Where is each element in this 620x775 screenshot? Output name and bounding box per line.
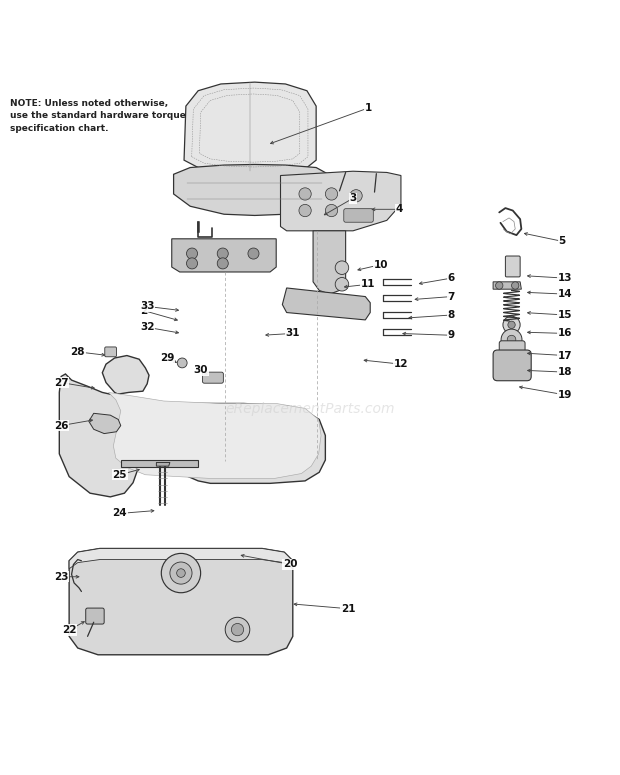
Text: 26: 26 bbox=[54, 421, 68, 431]
Circle shape bbox=[350, 190, 362, 202]
Text: 22: 22 bbox=[62, 625, 76, 636]
Text: 1: 1 bbox=[365, 103, 372, 113]
FancyBboxPatch shape bbox=[203, 372, 223, 383]
Text: 3: 3 bbox=[350, 193, 356, 203]
Circle shape bbox=[187, 248, 198, 259]
Polygon shape bbox=[69, 549, 293, 655]
Text: 27: 27 bbox=[54, 377, 68, 388]
Circle shape bbox=[217, 248, 228, 259]
Text: 31: 31 bbox=[286, 329, 300, 339]
Circle shape bbox=[508, 321, 515, 329]
Circle shape bbox=[161, 553, 201, 593]
FancyBboxPatch shape bbox=[493, 350, 531, 381]
Circle shape bbox=[217, 258, 228, 269]
FancyBboxPatch shape bbox=[86, 608, 104, 624]
Circle shape bbox=[170, 562, 192, 584]
Polygon shape bbox=[69, 549, 293, 569]
Polygon shape bbox=[108, 392, 321, 478]
Text: 10: 10 bbox=[373, 260, 388, 270]
Circle shape bbox=[326, 205, 338, 217]
Text: 6: 6 bbox=[448, 273, 455, 283]
Polygon shape bbox=[184, 82, 316, 172]
Polygon shape bbox=[282, 288, 370, 320]
Circle shape bbox=[326, 188, 338, 200]
Polygon shape bbox=[121, 460, 198, 467]
Polygon shape bbox=[156, 463, 170, 466]
Circle shape bbox=[248, 248, 259, 259]
Text: 4: 4 bbox=[396, 205, 403, 215]
Circle shape bbox=[177, 569, 185, 577]
FancyBboxPatch shape bbox=[499, 341, 525, 354]
Text: 17: 17 bbox=[557, 350, 572, 360]
Text: 23: 23 bbox=[54, 572, 68, 582]
Circle shape bbox=[335, 261, 348, 274]
Polygon shape bbox=[280, 171, 401, 231]
Polygon shape bbox=[60, 356, 326, 497]
Text: 18: 18 bbox=[558, 367, 572, 377]
Text: 33: 33 bbox=[140, 301, 154, 312]
Text: 13: 13 bbox=[558, 273, 572, 283]
Circle shape bbox=[335, 277, 348, 291]
Circle shape bbox=[187, 258, 198, 269]
Text: 7: 7 bbox=[448, 291, 455, 301]
Text: 5: 5 bbox=[558, 236, 565, 246]
Text: 29: 29 bbox=[160, 353, 175, 363]
Circle shape bbox=[299, 188, 311, 200]
Circle shape bbox=[177, 358, 187, 368]
Circle shape bbox=[503, 316, 520, 333]
Text: eReplacementParts.com: eReplacementParts.com bbox=[225, 402, 395, 416]
Text: 19: 19 bbox=[558, 390, 572, 400]
Polygon shape bbox=[174, 164, 329, 215]
Text: 16: 16 bbox=[558, 329, 572, 339]
Circle shape bbox=[512, 282, 519, 289]
Text: 9: 9 bbox=[448, 330, 455, 340]
Text: 25: 25 bbox=[112, 470, 126, 480]
Text: 32: 32 bbox=[140, 322, 154, 332]
Circle shape bbox=[231, 623, 244, 636]
Text: 24: 24 bbox=[112, 508, 127, 518]
FancyBboxPatch shape bbox=[344, 208, 373, 222]
Text: 28: 28 bbox=[71, 347, 85, 356]
Text: 14: 14 bbox=[557, 289, 572, 299]
Circle shape bbox=[501, 329, 522, 350]
Text: 21: 21 bbox=[341, 604, 355, 614]
Text: NOTE: Unless noted otherwise,
use the standard hardware torque
specification cha: NOTE: Unless noted otherwise, use the st… bbox=[10, 98, 186, 133]
Text: 15: 15 bbox=[558, 310, 572, 320]
FancyBboxPatch shape bbox=[505, 256, 520, 277]
Polygon shape bbox=[493, 282, 521, 289]
Circle shape bbox=[299, 205, 311, 217]
Polygon shape bbox=[172, 239, 276, 272]
Polygon shape bbox=[89, 413, 121, 433]
Text: 20: 20 bbox=[283, 560, 298, 570]
Polygon shape bbox=[313, 231, 345, 294]
Text: 8: 8 bbox=[448, 310, 455, 320]
Text: 12: 12 bbox=[394, 359, 408, 369]
Text: 11: 11 bbox=[361, 279, 376, 289]
Circle shape bbox=[225, 618, 250, 642]
Text: 2: 2 bbox=[141, 305, 148, 315]
FancyBboxPatch shape bbox=[105, 347, 117, 356]
Circle shape bbox=[495, 282, 503, 289]
Text: 30: 30 bbox=[193, 365, 208, 375]
Circle shape bbox=[507, 336, 516, 344]
